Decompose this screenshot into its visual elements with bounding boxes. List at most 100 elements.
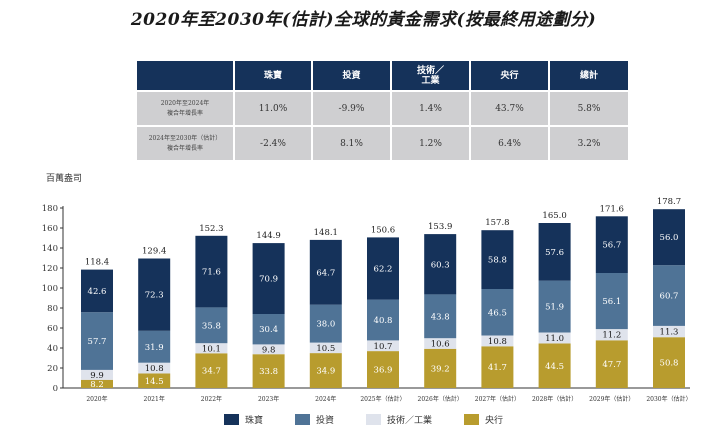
bar-data-label: 39.2 [431, 364, 450, 374]
legend-item-tech-industry: 技術／工業 [366, 413, 432, 426]
bar-total-label: 129.4 [142, 247, 166, 257]
bar-total-label: 157.8 [485, 218, 509, 228]
cagr-header-tech-industry: 技術／ 工業 [392, 61, 469, 90]
bar-data-label: 31.9 [145, 343, 164, 353]
bar-segment [595, 329, 628, 341]
bar-data-label: 56.7 [602, 241, 621, 251]
bar-segment [367, 351, 399, 388]
bar-data-label: 35.8 [202, 321, 221, 331]
bar-segment [81, 312, 113, 370]
bar-data-label: 46.5 [488, 308, 507, 318]
bar-segment [424, 338, 457, 349]
bar-segment [538, 343, 571, 388]
bar-data-label: 38.0 [316, 320, 335, 330]
bar-data-label: 9.9 [90, 371, 104, 381]
legend-label-jewelry: 珠寶 [245, 416, 264, 426]
bar-segment [81, 269, 113, 313]
bar-total-label: 165.0 [542, 211, 566, 221]
bar-data-label: 11.0 [545, 334, 564, 344]
x-tick-label: 2024年 [315, 395, 336, 403]
cagr-cell: -2.4% [235, 127, 311, 160]
y-tick-label: 0 [53, 384, 58, 394]
bar-data-label: 34.9 [316, 367, 335, 377]
bar-segment [81, 369, 113, 380]
bar-data-label: 57.6 [545, 248, 564, 258]
cagr-header-jewelry: 珠寶 [235, 61, 311, 90]
bar-segment [595, 273, 628, 330]
bar-data-label: 10.6 [431, 340, 450, 350]
bar-segment [252, 314, 285, 345]
cagr-row-label-line1: 2024年至2030年（估計） [148, 134, 222, 142]
cagr-cell: 8.1% [313, 127, 390, 160]
bar-data-label: 40.8 [374, 316, 393, 326]
bar-segment [538, 280, 571, 333]
bar-segment [309, 353, 342, 388]
bar-segment [653, 209, 685, 266]
legend-label-central-bank: 央行 [485, 416, 504, 426]
cagr-table-row: 2020年至2024年 複合年增長率 11.0% -9.9% 1.4% 43.7%… [137, 92, 628, 125]
bar-segment [595, 216, 628, 273]
legend-swatch-jewelry [224, 414, 239, 425]
bar-segment [309, 239, 342, 305]
cagr-cell: 5.8% [550, 92, 628, 125]
bar-data-label: 36.9 [374, 366, 393, 376]
bar-data-label: 50.8 [660, 359, 679, 369]
bar-segment [195, 353, 228, 388]
bar-segment [424, 348, 457, 388]
x-tick-label: 2027年（估計） [475, 395, 520, 403]
cagr-cell: 1.4% [392, 92, 469, 125]
y-tick-label: 80 [47, 304, 58, 314]
x-tick-label: 2029年（估計） [589, 395, 634, 403]
bar-data-label: 44.5 [545, 362, 564, 372]
cagr-header-tech-line1: 技術／ [416, 65, 444, 76]
bar-segment [309, 304, 342, 343]
cagr-header-corner [137, 61, 233, 90]
bar-segment [309, 342, 342, 354]
bar-data-label: 9.8 [262, 345, 276, 355]
legend-item-central-bank: 央行 [464, 413, 503, 426]
bar-data-label: 10.8 [145, 364, 164, 374]
bar-data-label: 56.1 [602, 297, 621, 307]
bar-segment [252, 344, 285, 355]
bar-data-label: 72.3 [145, 291, 164, 301]
cagr-row-label-line2: 複合年增長率 [166, 109, 203, 117]
bar-total-label: 144.9 [256, 231, 280, 241]
cagr-table-header-row: 珠寶 投資 技術／ 工業 央行 總計 [137, 61, 628, 90]
bar-segment [481, 346, 514, 388]
y-tick-label: 160 [42, 224, 58, 234]
bar-data-label: 11.2 [602, 331, 621, 341]
bar-segment [138, 362, 171, 374]
cagr-table: 珠寶 投資 技術／ 工業 央行 總計 2020年至2024年 複合年增長率 11.0… [135, 59, 630, 162]
bar-data-label: 10.7 [374, 342, 393, 352]
legend-swatch-investment [295, 414, 311, 425]
x-tick-label: 2026年（估計） [418, 395, 463, 403]
bar-data-label: 64.7 [316, 268, 335, 278]
bar-data-label: 10.1 [202, 344, 221, 354]
legend-item-jewelry: 珠寶 [224, 413, 263, 426]
bar-segment [481, 230, 514, 289]
x-tick-label: 2028年（估計） [532, 395, 577, 403]
bar-data-label: 58.8 [488, 256, 507, 266]
bar-segment [367, 340, 399, 352]
bar-segment [595, 340, 628, 388]
cagr-header-investment: 投資 [313, 61, 390, 90]
bar-total-label: 153.9 [428, 222, 452, 232]
bar-data-label: 10.5 [316, 344, 335, 354]
y-tick-label: 100 [42, 284, 58, 294]
bar-segment [424, 294, 457, 339]
bar-segment [252, 354, 285, 388]
cagr-table-row: 2024年至2030年（估計） 複合年增長率 -2.4% 8.1% 1.2% 6.… [137, 127, 628, 160]
legend-label-tech-industry: 技術／工業 [387, 416, 433, 426]
bar-data-label: 56.0 [660, 233, 679, 243]
bar-segment [538, 332, 571, 344]
bar-segment [138, 330, 171, 363]
bar-data-label: 8.2 [90, 380, 104, 390]
cagr-cell: 1.2% [392, 127, 469, 160]
bar-segment [653, 325, 685, 338]
y-tick-label: 120 [42, 264, 58, 274]
bar-data-label: 57.7 [88, 337, 107, 347]
x-tick-label: 2021年 [144, 395, 165, 403]
bar-data-label: 41.7 [488, 363, 507, 373]
bar-total-label: 178.7 [657, 197, 681, 207]
cagr-cell: 6.4% [471, 127, 548, 160]
